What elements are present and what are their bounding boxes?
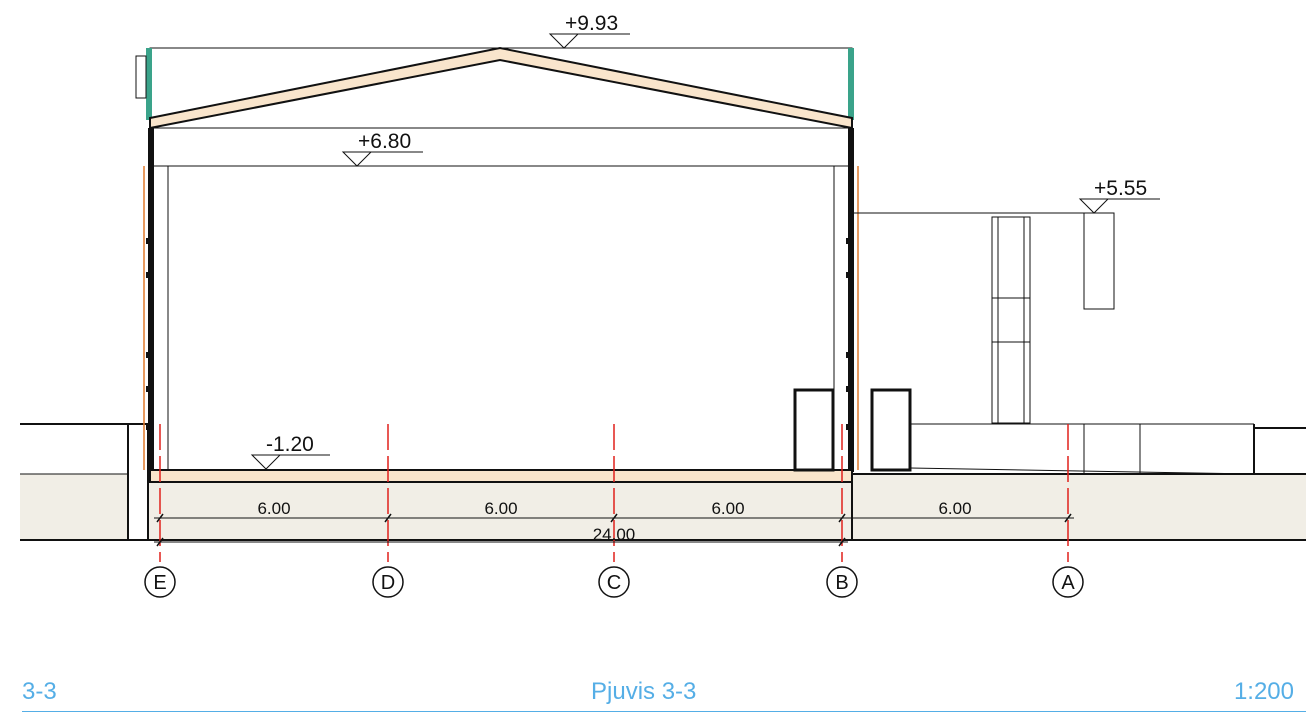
axis-label-e: E <box>153 572 166 594</box>
level-ridge-label: +9.93 <box>565 12 618 35</box>
door-annex <box>870 388 912 472</box>
axis-label-b: B <box>835 572 848 594</box>
axis-bubble-e: E <box>144 566 176 598</box>
main-hall <box>135 46 859 483</box>
level-marker-annex: +5.55 <box>1078 177 1160 214</box>
grid-lines <box>159 424 1069 562</box>
footer-rule <box>22 711 1306 712</box>
dim-span-2: 6.00 <box>484 499 517 518</box>
axis-bubble-c: C <box>598 566 630 598</box>
axis-label-c: C <box>607 572 621 594</box>
level-marker-floor: -1.20 <box>250 433 330 470</box>
axis-bubble-d: D <box>372 566 404 598</box>
roof-slab <box>149 46 853 130</box>
ground <box>20 474 1306 541</box>
dimension-lines <box>154 513 1074 547</box>
level-marker-ridge: +9.93 <box>548 12 630 49</box>
right-wall <box>848 128 854 472</box>
drawing-scale: 1:200 <box>1233 678 1294 705</box>
level-marker-eaves: +6.80 <box>341 130 423 167</box>
axis-label-a: A <box>1061 572 1075 594</box>
annex <box>851 212 1306 540</box>
level-annex-label: +5.55 <box>1094 177 1147 200</box>
floor-slab <box>149 469 853 483</box>
left-wall <box>148 128 154 472</box>
dim-total: 24.00 <box>593 525 636 544</box>
section-id: 3-3 <box>22 678 57 705</box>
level-eaves-label: +6.80 <box>358 130 411 153</box>
door-inner <box>793 388 835 472</box>
axis-bubble-b: B <box>826 566 858 598</box>
dim-span-3: 6.00 <box>711 499 744 518</box>
dim-span-1: 6.00 <box>257 499 290 518</box>
level-floor-label: -1.20 <box>266 433 314 456</box>
left-neighbour-wall <box>20 423 149 541</box>
dim-span-4: 6.00 <box>938 499 971 518</box>
axis-label-d: D <box>381 572 395 594</box>
drawing-title: Pjuvis 3-3 <box>591 678 697 705</box>
axis-bubble-a: A <box>1052 566 1084 598</box>
